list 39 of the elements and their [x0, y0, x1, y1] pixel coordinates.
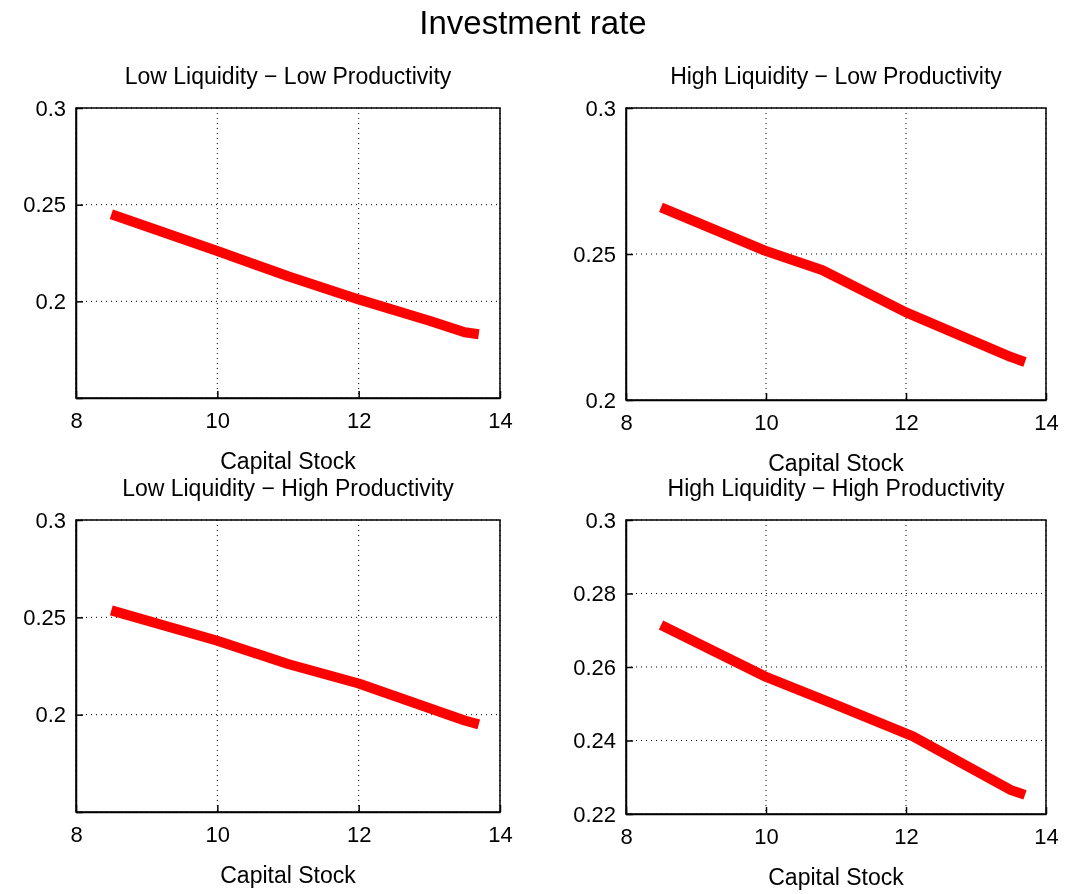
x-tick-label: 12	[346, 821, 372, 847]
x-tick-label: 14	[488, 821, 513, 847]
chart-title: Low Liquidity − High Productivity	[122, 475, 455, 501]
chart-title: Low Liquidity − Low Productivity	[124, 63, 452, 89]
y-tick-label: 0.24	[573, 728, 616, 754]
x-axis-title: Capital Stock	[220, 448, 357, 474]
y-tick-label: 0.25	[573, 241, 616, 267]
y-tick-label: 0.28	[573, 581, 616, 607]
x-tick-label: 10	[754, 409, 779, 435]
text: Investment rate	[419, 4, 647, 41]
x-axis-title: Capital Stock	[768, 450, 905, 476]
y-tick-label: 0.3	[35, 95, 66, 121]
x-axis-title: Capital Stock	[220, 862, 357, 888]
chart-title: High Liquidity − Low Productivity	[670, 63, 1003, 89]
x-tick-label: 14	[1034, 823, 1059, 849]
x-tick-label: 10	[754, 823, 779, 849]
y-tick-label: 0.22	[573, 801, 616, 827]
y-tick-label: 0.26	[573, 654, 616, 680]
x-tick-label: 8	[620, 409, 633, 435]
x-tick-label: 14	[488, 407, 513, 433]
y-tick-label: 0.25	[23, 604, 66, 630]
y-tick-label: 0.3	[585, 95, 616, 121]
y-tick-label: 0.2	[585, 387, 616, 413]
x-tick-label: 8	[620, 823, 633, 849]
y-tick-label: 0.2	[35, 288, 66, 314]
y-tick-label: 0.2	[35, 702, 66, 728]
x-axis-title: Capital Stock	[768, 864, 905, 890]
x-tick-label: 12	[894, 823, 919, 849]
x-tick-label: 12	[346, 407, 372, 433]
y-tick-label: 0.25	[23, 192, 66, 218]
y-tick-label: 0.3	[35, 507, 66, 533]
x-tick-label: 10	[205, 407, 231, 433]
y-tick-label: 0.3	[585, 507, 616, 533]
chart-title: High Liquidity − High Productivity	[667, 475, 1005, 501]
x-tick-label: 12	[894, 409, 919, 435]
x-tick-label: 10	[205, 821, 231, 847]
x-tick-label: 8	[70, 821, 83, 847]
x-tick-label: 8	[70, 407, 83, 433]
x-tick-label: 14	[1034, 409, 1059, 435]
